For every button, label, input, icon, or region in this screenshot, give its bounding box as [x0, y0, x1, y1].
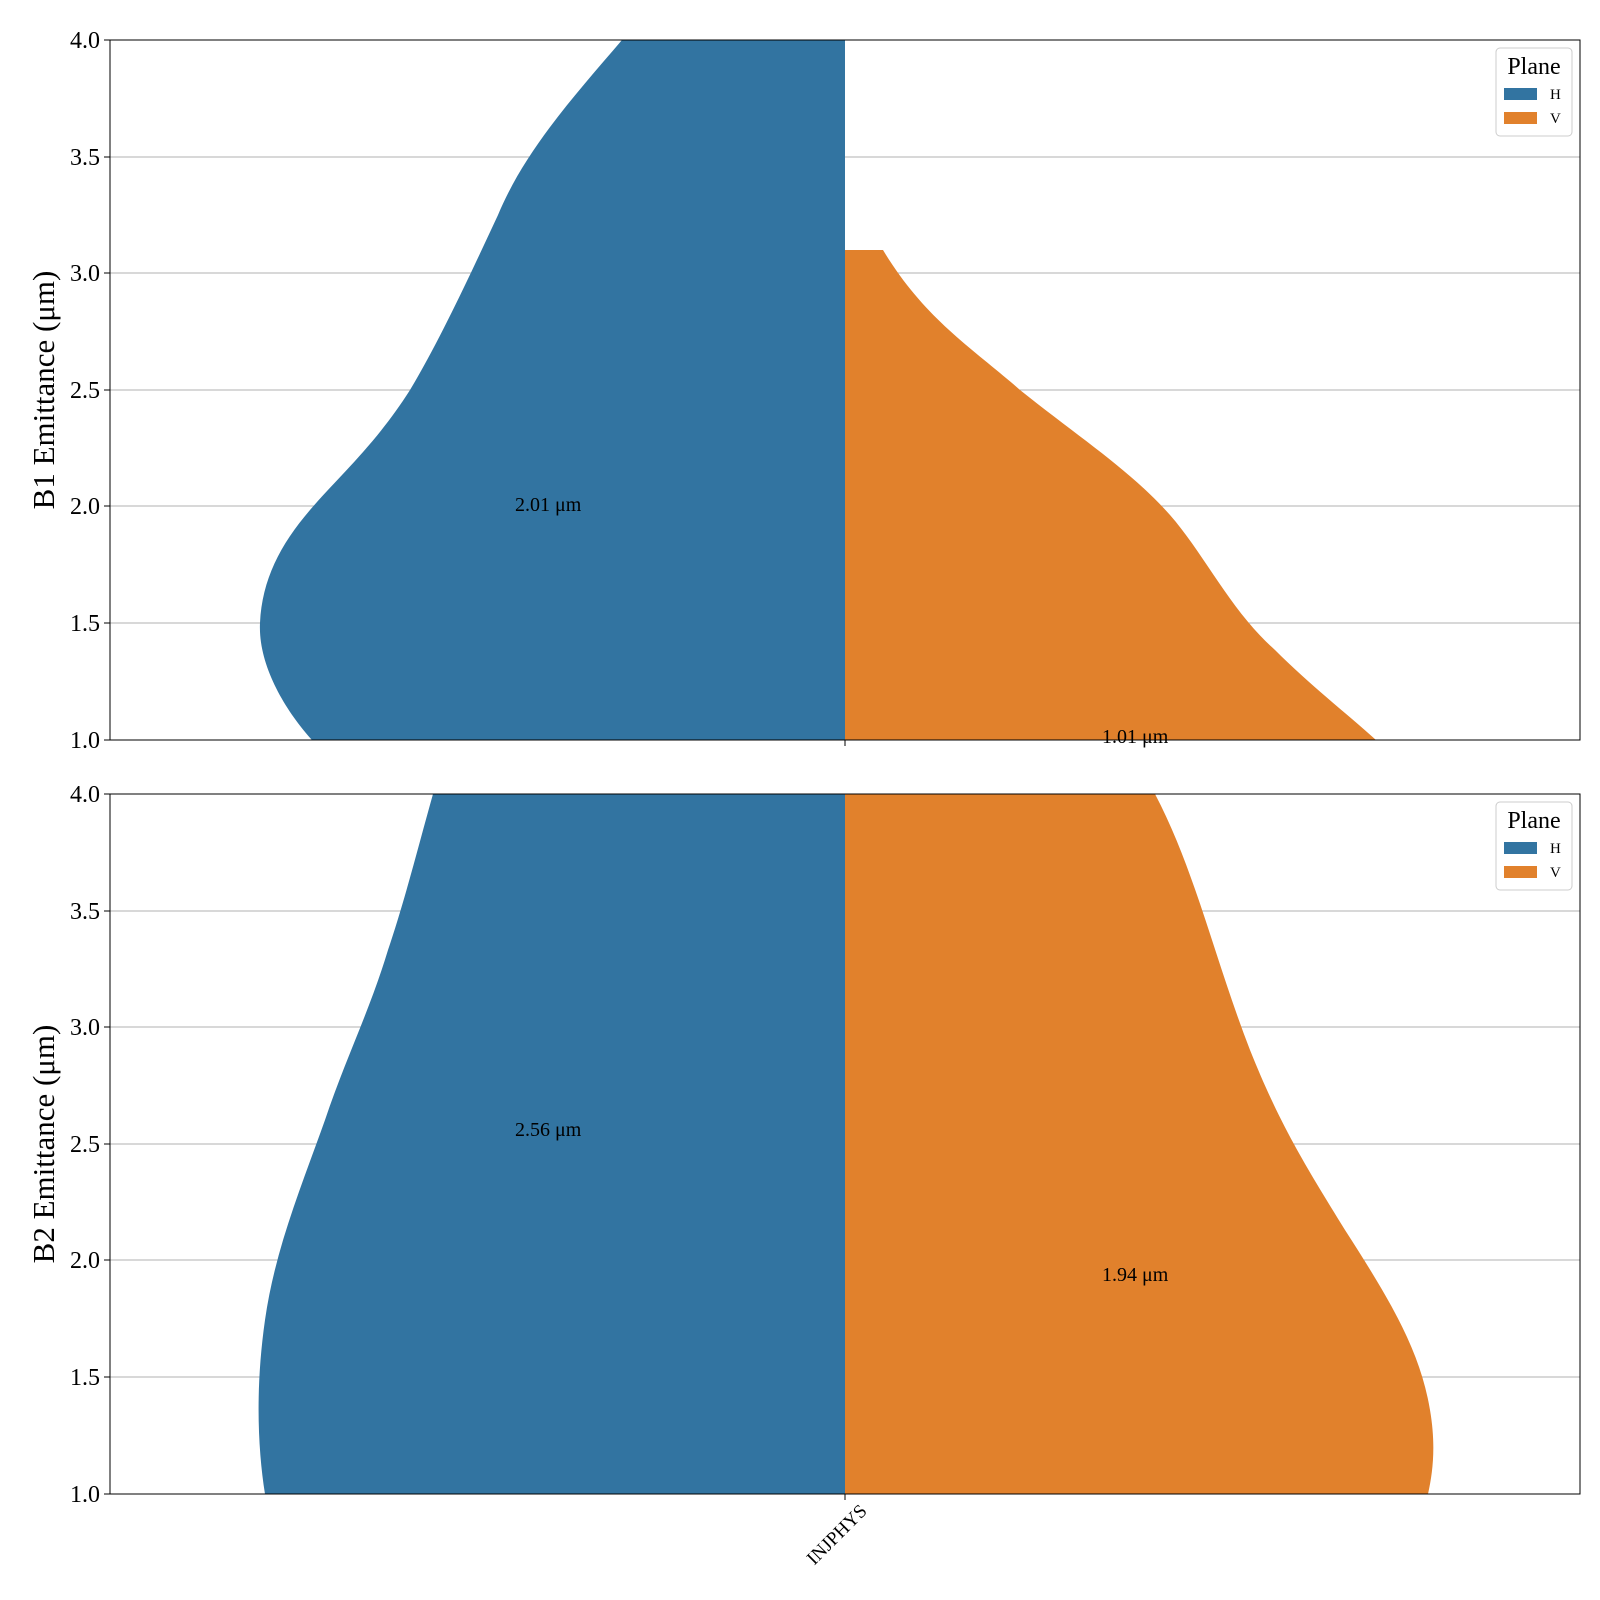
median-annotation-b2-h: 2.56 μm: [515, 1119, 582, 1141]
violin-b2-v: [845, 794, 1434, 1494]
axis-b1: 1.0 1.5 2.0 2.5 3.0 3.5 4.0 B1 Emittance…: [26, 28, 1581, 754]
ytick-label: 2.0: [70, 1248, 100, 1274]
ytick-label: 3.0: [70, 1015, 100, 1041]
ytick-label: 3.5: [70, 145, 100, 171]
panel-b1: 1.0 1.5 2.0 2.5 3.0 3.5 4.0 B1 Emittance…: [26, 28, 1581, 754]
ytick-label: 1.5: [70, 1365, 100, 1391]
ytick-label: 2.0: [70, 494, 100, 520]
ytick-label: 1.5: [70, 611, 100, 637]
ytick-label: 2.5: [70, 378, 100, 404]
median-annotation-b1-h: 2.01 μm: [515, 494, 582, 516]
ytick-labels-b2: 1.0 1.5 2.0 2.5 3.0 3.5 4.0: [70, 782, 100, 1508]
ytick-label: 4.0: [70, 28, 100, 54]
violin-b2-h: [258, 794, 845, 1494]
violin-b1-h: [259, 40, 845, 740]
legend-title-b1: Plane: [1507, 54, 1560, 80]
ylabel-b2: B2 Emittance (μm): [26, 1025, 61, 1264]
legend-swatch-b1-v: [1504, 112, 1537, 124]
ytick-labels-b1: 1.0 1.5 2.0 2.5 3.0 3.5 4.0: [70, 28, 100, 754]
median-annotation-b2-v: 1.94 μm: [1102, 1264, 1169, 1286]
legend-b2: Plane H V: [1495, 801, 1573, 891]
legend-b1: Plane H V: [1495, 47, 1573, 137]
ytick-label: 1.0: [70, 728, 100, 754]
median-annotation-b1-v: 1.01 μm: [1102, 726, 1169, 748]
ytick-label: 2.5: [70, 1132, 100, 1158]
ytick-marks-b1: [104, 39, 110, 741]
ylabel-b1: B1 Emittance (μm): [26, 271, 61, 510]
ytick-marks-b2: [104, 793, 110, 1495]
legend-label-b1-h: H: [1550, 87, 1561, 103]
legend-label-b2-h: H: [1550, 841, 1561, 857]
ytick-label: 3.5: [70, 899, 100, 925]
legend-swatch-b1-h: [1504, 88, 1537, 100]
violin-b1-v: [845, 250, 1376, 740]
legend-title-b2: Plane: [1507, 808, 1560, 834]
legend-label-b1-v: V: [1550, 111, 1561, 127]
legend-swatch-b2-v: [1504, 866, 1537, 878]
xtick-label-injphys: INJPHYS: [803, 1501, 872, 1570]
ytick-label: 1.0: [70, 1482, 100, 1508]
legend-swatch-b2-h: [1504, 842, 1537, 854]
panel-b2: 1.0 1.5 2.0 2.5 3.0 3.5 4.0 B2 Emittance…: [26, 782, 1581, 1570]
ytick-label: 3.0: [70, 261, 100, 287]
legend-label-b2-v: V: [1550, 865, 1561, 881]
ytick-label: 4.0: [70, 782, 100, 808]
